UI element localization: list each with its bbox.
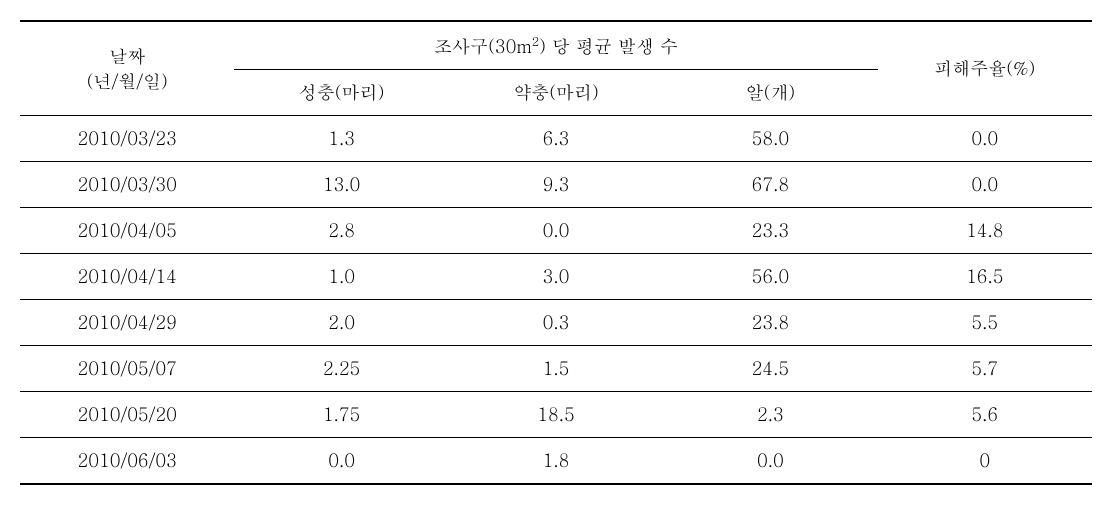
cell-egg: 56.0: [663, 254, 877, 300]
cell-nymph: 1.8: [449, 438, 663, 485]
header-nymph: 약충(마리): [449, 70, 663, 116]
cell-nymph: 1.5: [449, 346, 663, 392]
cell-adult: 2.8: [234, 208, 448, 254]
cell-egg: 67.8: [663, 162, 877, 208]
cell-adult: 1.75: [234, 392, 448, 438]
cell-damage: 0.0: [878, 116, 1092, 162]
cell-egg: 24.5: [663, 346, 877, 392]
cell-date: 2010/03/30: [20, 162, 234, 208]
cell-adult: 1.0: [234, 254, 448, 300]
header-egg: 알(개): [663, 70, 877, 116]
cell-damage: 14.8: [878, 208, 1092, 254]
cell-nymph: 18.5: [449, 392, 663, 438]
cell-date: 2010/04/14: [20, 254, 234, 300]
header-group-sup: 2: [532, 32, 540, 50]
cell-damage: 5.7: [878, 346, 1092, 392]
table-row: 2010/04/052.80.023.314.8: [20, 208, 1092, 254]
cell-adult: 2.0: [234, 300, 448, 346]
header-date-sub: (년/월/일): [87, 69, 168, 94]
cell-egg: 58.0: [663, 116, 877, 162]
cell-nymph: 0.3: [449, 300, 663, 346]
cell-date: 2010/06/03: [20, 438, 234, 485]
cell-date: 2010/03/23: [20, 116, 234, 162]
cell-date: 2010/05/20: [20, 392, 234, 438]
cell-adult: 1.3: [234, 116, 448, 162]
table-row: 2010/03/3013.09.367.80.0: [20, 162, 1092, 208]
cell-adult: 0.0: [234, 438, 448, 485]
cell-nymph: 9.3: [449, 162, 663, 208]
table-row: 2010/05/072.251.524.55.7: [20, 346, 1092, 392]
table-row: 2010/06/030.01.80.00: [20, 438, 1092, 485]
data-table: 날짜 (년/월/일) 조사구(30m2) 당 평균 발생 수 피해주율(%) 성…: [20, 20, 1092, 485]
header-adult: 성충(마리): [234, 70, 448, 116]
cell-date: 2010/04/05: [20, 208, 234, 254]
header-date-label: 날짜: [109, 44, 145, 69]
cell-adult: 13.0: [234, 162, 448, 208]
table-body: 2010/03/231.36.358.00.02010/03/3013.09.3…: [20, 116, 1092, 485]
cell-nymph: 3.0: [449, 254, 663, 300]
cell-date: 2010/04/29: [20, 300, 234, 346]
header-group-suffix: ) 당 평균 발생 수: [539, 34, 678, 59]
table-row: 2010/04/141.03.056.016.5: [20, 254, 1092, 300]
cell-egg: 2.3: [663, 392, 877, 438]
cell-date: 2010/05/07: [20, 346, 234, 392]
header-group-prefix: 조사구(30m: [434, 34, 531, 59]
cell-egg: 23.8: [663, 300, 877, 346]
header-damage: 피해주율(%): [878, 21, 1092, 116]
cell-egg: 0.0: [663, 438, 877, 485]
cell-adult: 2.25: [234, 346, 448, 392]
data-table-container: 날짜 (년/월/일) 조사구(30m2) 당 평균 발생 수 피해주율(%) 성…: [20, 20, 1092, 485]
cell-damage: 0.0: [878, 162, 1092, 208]
table-row: 2010/05/201.7518.52.35.6: [20, 392, 1092, 438]
header-date: 날짜 (년/월/일): [20, 21, 234, 116]
header-group: 조사구(30m2) 당 평균 발생 수: [234, 21, 877, 70]
cell-egg: 23.3: [663, 208, 877, 254]
cell-damage: 0: [878, 438, 1092, 485]
cell-damage: 5.5: [878, 300, 1092, 346]
table-header: 날짜 (년/월/일) 조사구(30m2) 당 평균 발생 수 피해주율(%) 성…: [20, 21, 1092, 116]
cell-damage: 16.5: [878, 254, 1092, 300]
cell-damage: 5.6: [878, 392, 1092, 438]
table-row: 2010/03/231.36.358.00.0: [20, 116, 1092, 162]
table-row: 2010/04/292.00.323.85.5: [20, 300, 1092, 346]
cell-nymph: 6.3: [449, 116, 663, 162]
cell-nymph: 0.0: [449, 208, 663, 254]
